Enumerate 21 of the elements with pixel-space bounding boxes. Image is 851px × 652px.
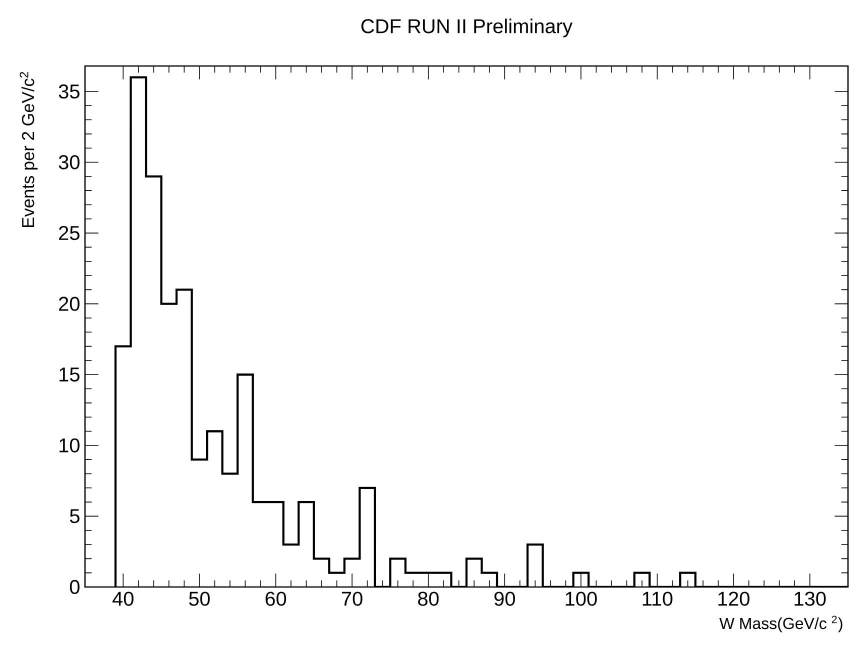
y-tick-label: 0 <box>70 580 80 594</box>
x-tick-label: 60 <box>266 592 286 606</box>
x-tick-label: 50 <box>189 592 210 606</box>
x-tick-label: 120 <box>718 592 750 606</box>
y-tick-label: 35 <box>58 84 80 99</box>
y-tick-label: 15 <box>60 368 80 382</box>
x-tick-label: 70 <box>342 592 362 606</box>
x-tick-label: 40 <box>112 592 134 606</box>
chart-title: CDF RUN II Preliminary <box>361 18 573 38</box>
x-tick-label: 130 <box>794 592 826 606</box>
y-tick-label: 25 <box>59 226 80 240</box>
x-tick-label: 100 <box>566 592 597 606</box>
y-tick-label: 30 <box>58 155 80 170</box>
x-tick-label: 80 <box>418 592 439 606</box>
x-tick-label: 110 <box>642 592 672 606</box>
y-axis-title: Events per 2 GeV/c$^{2}$ <box>20 72 38 227</box>
y-tick-label: 10 <box>60 438 80 452</box>
y-tick-label: 20 <box>59 296 80 311</box>
x-tick-label: 90 <box>494 592 515 606</box>
x-axis-title: W Mass(GeV/c $^{2}$) <box>719 616 842 632</box>
y-tick-label: 5 <box>70 509 80 524</box>
